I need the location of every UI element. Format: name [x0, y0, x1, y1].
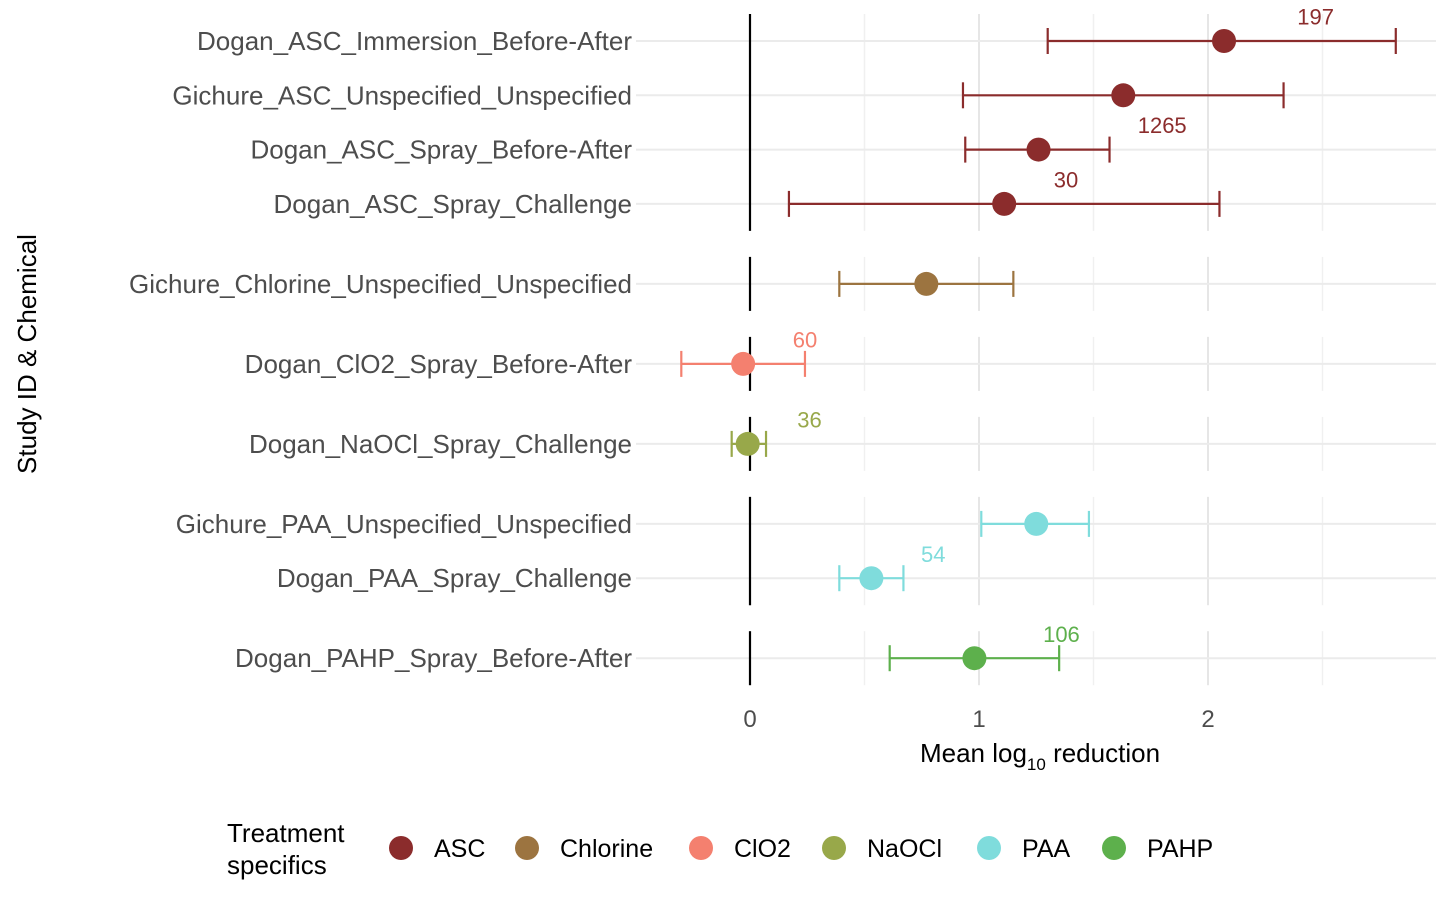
- legend-item-paa: PAA: [977, 835, 1070, 863]
- x-axis-ticks: 0 1 2: [743, 706, 1214, 733]
- row-labels: Dogan_ASC_Immersion_Before-After Gichure_…: [129, 26, 632, 673]
- x-tick-label: 2: [1201, 706, 1214, 733]
- legend-item-asc: ASC: [389, 835, 485, 863]
- mean-point: [731, 351, 756, 376]
- mean-point: [1026, 137, 1051, 162]
- legend-label: PAHP: [1147, 835, 1213, 863]
- forest-row: 60: [680, 327, 817, 377]
- legend-swatch: [389, 836, 413, 860]
- mean-point: [1024, 511, 1049, 536]
- legend-label: NaOCl: [867, 835, 942, 863]
- forest-row: [961, 82, 1285, 109]
- mean-point: [992, 191, 1017, 216]
- row-label: Dogan_PAA_Spray_Challenge: [277, 563, 632, 593]
- sample-size-label: 30: [1054, 167, 1078, 192]
- x-tick-label: 1: [972, 706, 985, 733]
- forest-row: 197: [1046, 5, 1397, 54]
- legend-title-line1: Treatment: [227, 818, 345, 848]
- panel-pahp: 106: [636, 622, 1436, 686]
- panel-clo2: 60: [636, 327, 1436, 391]
- forest-row: 106: [888, 622, 1080, 672]
- mean-point: [914, 271, 939, 296]
- row-label: Gichure_PAA_Unspecified_Unspecified: [176, 509, 632, 539]
- y-axis-title: Study ID & Chemical: [12, 234, 42, 474]
- legend: Treatment specifics ASC Chlorine ClO2 NaOCl…: [227, 818, 1213, 880]
- sample-size-label: 36: [797, 407, 821, 432]
- legend-label: ClO2: [734, 835, 791, 863]
- panel-paa: 54: [636, 496, 1436, 606]
- legend-label: ASC: [434, 835, 485, 863]
- forest-row: 36: [730, 407, 822, 457]
- x-tick-label: 0: [743, 706, 756, 733]
- panel-naocl: 36: [636, 407, 1436, 471]
- legend-swatch: [822, 836, 846, 860]
- row-label: Dogan_ASC_Spray_Before-After: [250, 135, 632, 165]
- forest-row: 30: [787, 167, 1221, 217]
- legend-title-line2: specifics: [227, 850, 327, 880]
- row-label: Gichure_Chlorine_Unspecified_Unspecified: [129, 269, 632, 299]
- legend-swatch: [689, 836, 713, 860]
- sample-size-label: 54: [921, 542, 945, 567]
- legend-item-pahp: PAHP: [1102, 835, 1213, 863]
- x-axis-title-main: Mean log: [920, 738, 1027, 768]
- row-label: Gichure_ASC_Unspecified_Unspecified: [172, 80, 632, 110]
- mean-point: [735, 431, 760, 456]
- sample-size-label: 1265: [1138, 113, 1187, 138]
- legend-swatch: [1102, 836, 1126, 860]
- row-label: Dogan_PAHP_Spray_Before-After: [235, 643, 632, 673]
- forest-row: 1265: [964, 113, 1187, 163]
- forest-row: [838, 270, 1015, 297]
- row-label: Dogan_ASC_Spray_Challenge: [274, 189, 632, 219]
- panel-asc: 197 1265 30: [636, 5, 1436, 231]
- mean-point: [962, 646, 987, 671]
- forest-row: [980, 510, 1091, 537]
- legend-label: PAA: [1022, 835, 1070, 863]
- legend-swatch: [977, 836, 1001, 860]
- row-label: Dogan_NaOCl_Spray_Challenge: [249, 429, 632, 459]
- sample-size-label: 60: [793, 327, 817, 352]
- row-label: Dogan_ClO2_Spray_Before-After: [245, 349, 633, 379]
- mean-point: [1111, 83, 1136, 108]
- x-axis-title-tail: reduction: [1046, 738, 1160, 768]
- x-axis-title: Mean log10 reduction: [920, 738, 1160, 774]
- legend-label: Chlorine: [560, 835, 653, 863]
- sample-size-label: 106: [1043, 622, 1080, 647]
- legend-swatch: [515, 836, 539, 860]
- x-axis-title-subscript: 10: [1027, 755, 1046, 774]
- legend-item-clo2: ClO2: [689, 835, 791, 863]
- mean-point: [859, 566, 884, 591]
- legend-items: ASC Chlorine ClO2 NaOCl PAA PAHP: [389, 835, 1213, 863]
- legend-item-chlorine: Chlorine: [515, 835, 653, 863]
- forest-row: 54: [838, 542, 945, 592]
- panel-chlorine: [636, 256, 1436, 311]
- sample-size-label: 197: [1297, 5, 1334, 30]
- plot-panels: 197 1265 30 60 36 54 106: [636, 5, 1436, 686]
- legend-item-naocl: NaOCl: [822, 835, 942, 863]
- row-label: Dogan_ASC_Immersion_Before-After: [197, 26, 632, 56]
- mean-point: [1212, 29, 1237, 53]
